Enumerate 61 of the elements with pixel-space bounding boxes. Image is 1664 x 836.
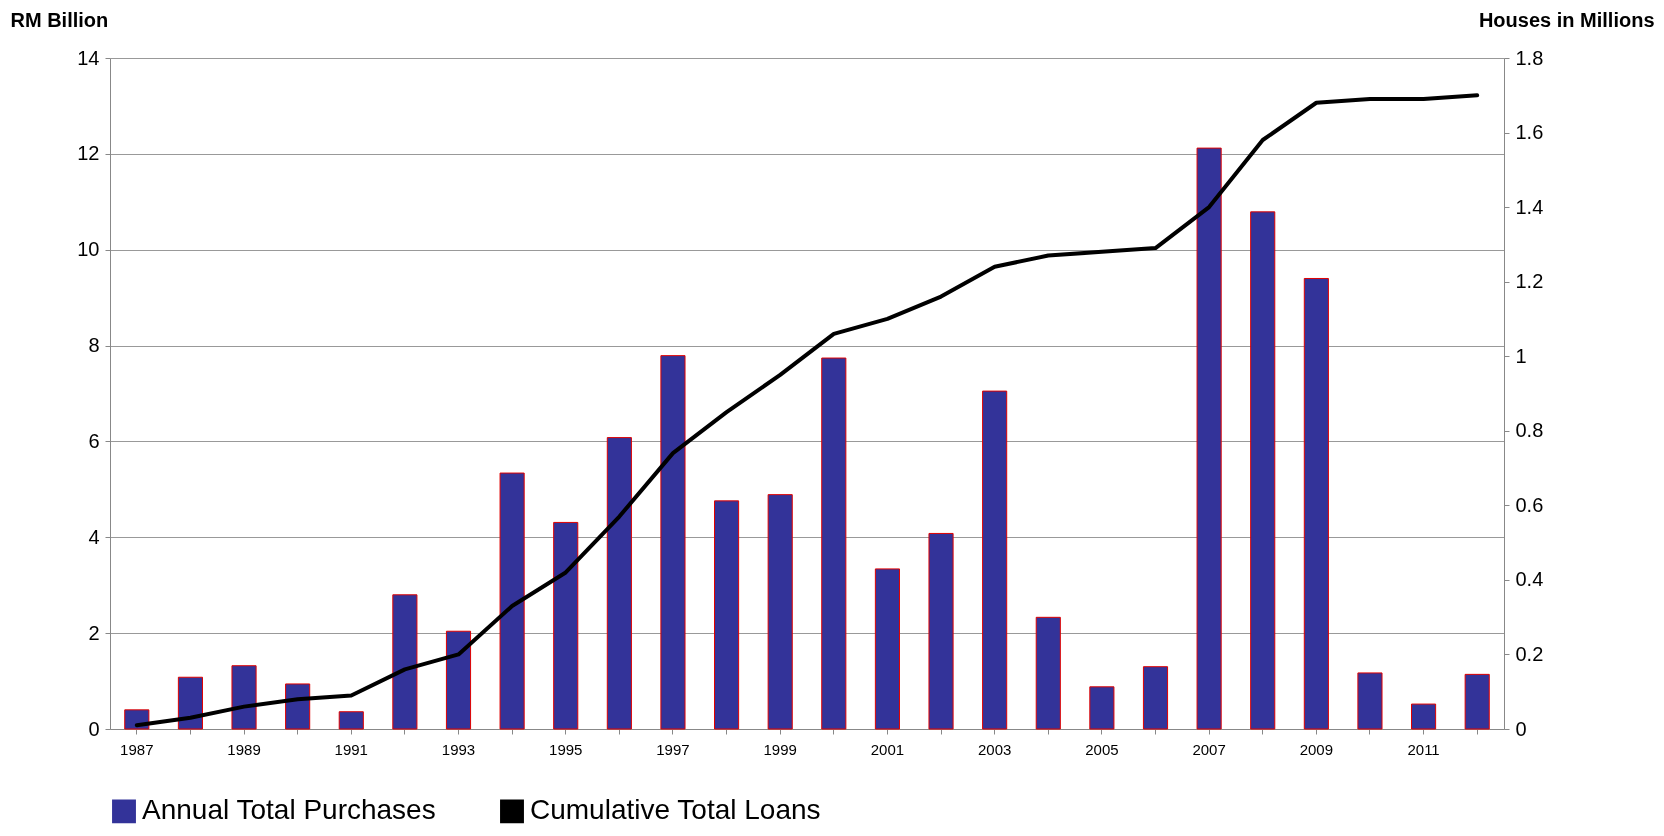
x-tick-label: 1993 bbox=[441, 740, 476, 758]
bar bbox=[1464, 673, 1490, 730]
y2-tick-label: 0.6 bbox=[1515, 493, 1544, 516]
y2-tick-label: 1.2 bbox=[1515, 270, 1544, 293]
y2-tick-label: 1.4 bbox=[1515, 195, 1544, 218]
legend-label: Cumulative Total Loans bbox=[530, 794, 821, 826]
bar bbox=[1142, 666, 1169, 730]
bar bbox=[231, 665, 257, 730]
y2-tick-label: 0.8 bbox=[1515, 419, 1544, 442]
bar bbox=[338, 711, 364, 730]
x-tick-label: 2009 bbox=[1299, 740, 1334, 758]
y-tick-label: 6 bbox=[88, 429, 100, 452]
bar bbox=[982, 390, 1008, 730]
bar bbox=[606, 437, 632, 730]
y-tick-label: 2 bbox=[88, 621, 100, 644]
y2-tick-label: 0 bbox=[1515, 717, 1527, 740]
y-tick-label: 8 bbox=[88, 334, 100, 357]
x-tick-label: 2001 bbox=[870, 740, 905, 758]
bar bbox=[285, 683, 311, 730]
bar bbox=[1250, 211, 1276, 730]
y2-tick-label: 1 bbox=[1515, 344, 1527, 367]
x-tick-label: 1987 bbox=[120, 740, 154, 758]
y-tick-label: 14 bbox=[77, 46, 100, 69]
legend-label: Annual Total Purchases bbox=[142, 794, 436, 826]
bar bbox=[1035, 616, 1061, 730]
bar bbox=[821, 357, 847, 730]
bar bbox=[1303, 277, 1329, 730]
bar bbox=[445, 630, 472, 730]
bar bbox=[499, 472, 525, 730]
x-tick-label: 2011 bbox=[1407, 740, 1440, 758]
bar bbox=[660, 355, 686, 730]
bar bbox=[714, 500, 740, 730]
y-tick-label: 4 bbox=[88, 525, 100, 548]
bar bbox=[874, 568, 900, 730]
x-tick-label: 1989 bbox=[227, 740, 261, 758]
x-tick-label: 1995 bbox=[549, 740, 583, 758]
x-tick-label: 1997 bbox=[656, 740, 690, 758]
y-axis-title: RM Billion bbox=[10, 8, 109, 31]
x-tick-label: 1999 bbox=[763, 740, 797, 758]
bar bbox=[928, 532, 954, 730]
bar bbox=[1089, 686, 1115, 730]
bar bbox=[392, 594, 418, 730]
y-tick-label: 10 bbox=[77, 238, 100, 261]
x-tick-label: 2007 bbox=[1192, 740, 1226, 758]
bar bbox=[553, 521, 579, 730]
y2-axis-title: Houses in Millions bbox=[1478, 8, 1655, 31]
y-tick-label: 12 bbox=[77, 142, 100, 165]
y-tick-label: 0 bbox=[88, 717, 100, 740]
x-tick-label: 2003 bbox=[977, 740, 1012, 758]
y2-tick-label: 0.2 bbox=[1515, 642, 1544, 665]
line-series bbox=[134, 93, 1480, 728]
y2-tick-label: 0.4 bbox=[1515, 568, 1544, 591]
bar bbox=[767, 494, 793, 730]
y2-tick-label: 1.8 bbox=[1515, 46, 1544, 69]
bar bbox=[1411, 703, 1437, 730]
bar bbox=[1357, 672, 1383, 730]
x-tick-label: 2005 bbox=[1085, 740, 1119, 758]
bar bbox=[177, 676, 203, 730]
x-tick-label: 1991 bbox=[334, 740, 368, 758]
bar bbox=[1196, 147, 1222, 730]
y2-tick-label: 1.6 bbox=[1515, 121, 1544, 144]
